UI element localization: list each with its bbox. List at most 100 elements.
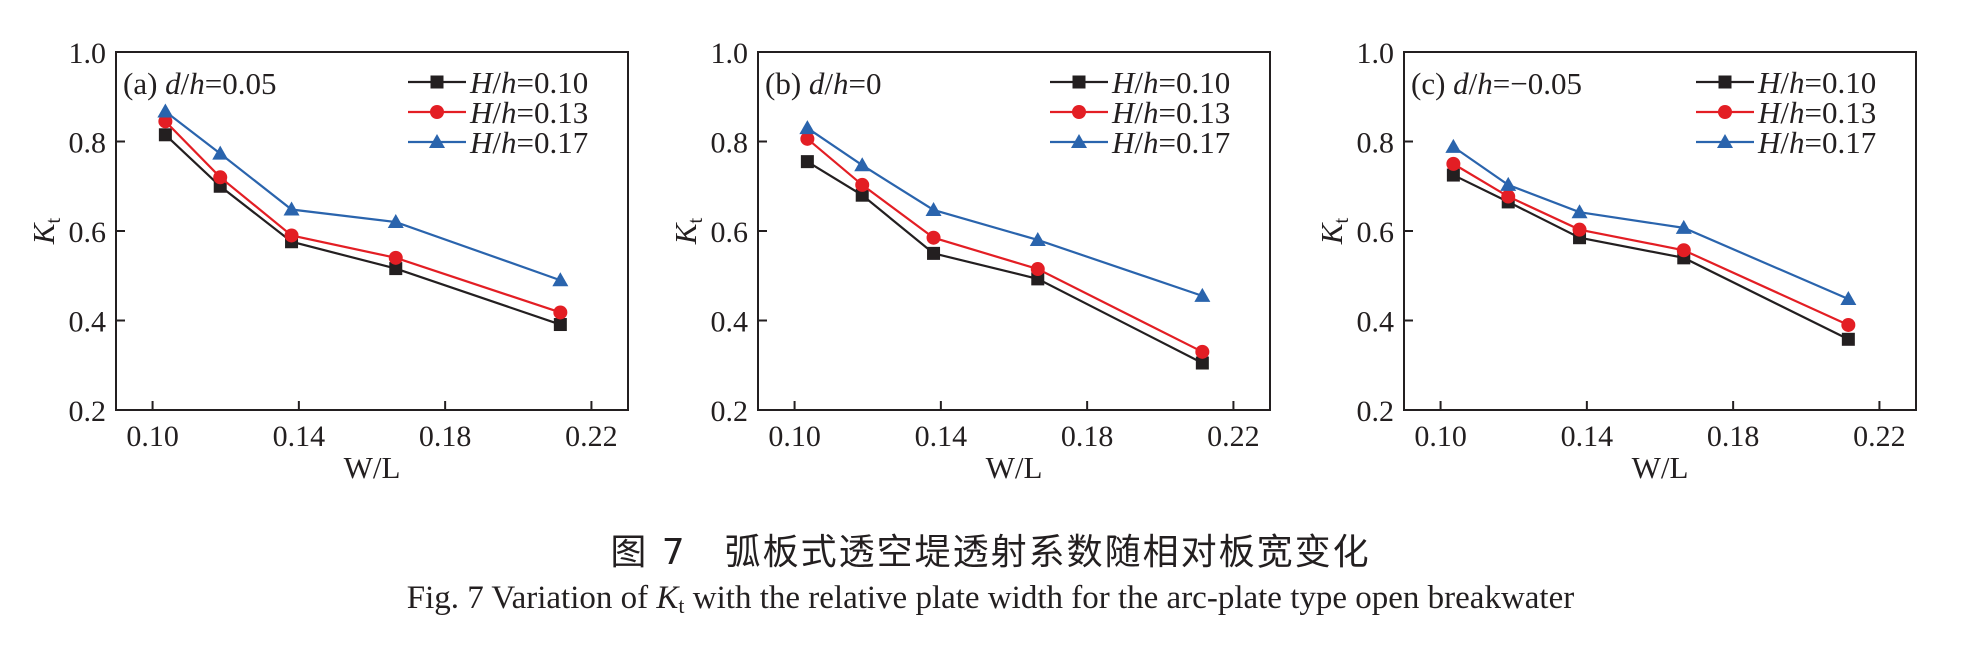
legend: H/h=0.10H/h=0.13H/h=0.17 bbox=[1050, 65, 1230, 160]
series-h-h-0-10 bbox=[800, 155, 1209, 370]
panel-a: 0.2 0.4 0.6 0.8 1.0 0.10 0.14 0.18 0.22 W/L Kt (a) … bbox=[26, 37, 629, 485]
y-axis-label: Kt bbox=[1314, 218, 1353, 246]
data-point bbox=[799, 120, 816, 135]
x-tick-label: 0.10 bbox=[768, 420, 821, 453]
data-point bbox=[1841, 332, 1855, 346]
data-point bbox=[1501, 189, 1516, 204]
data-point bbox=[926, 230, 941, 245]
y-tick-label: 0.6 bbox=[1357, 216, 1395, 249]
data-point bbox=[552, 272, 569, 287]
legend-marker bbox=[430, 75, 444, 89]
panel-label: (c) d/h=−0.05 bbox=[1411, 66, 1582, 101]
y-tick-label: 1.0 bbox=[711, 37, 749, 70]
y-axis-label: Kt bbox=[668, 218, 707, 246]
data-point bbox=[553, 318, 567, 332]
series-line bbox=[1452, 145, 1849, 301]
legend-label: H/h=0.17 bbox=[1757, 125, 1876, 160]
data-point bbox=[158, 114, 173, 129]
y-tick-label: 0.2 bbox=[69, 395, 107, 428]
data-point bbox=[284, 228, 299, 243]
data-point bbox=[854, 157, 871, 172]
data-point bbox=[1446, 168, 1460, 182]
panel-c: 0.2 0.4 0.6 0.8 1.0 0.10 0.14 0.18 0.22 W/L Kt (c) … bbox=[1314, 37, 1917, 485]
x-tick-label: 0.18 bbox=[1061, 420, 1114, 453]
legend-label: H/h=0.10 bbox=[1757, 65, 1876, 100]
legend-marker bbox=[1071, 134, 1087, 148]
x-tick-label: 0.22 bbox=[1853, 420, 1906, 453]
data-point bbox=[1500, 176, 1517, 191]
y-axis-label: Kt bbox=[26, 218, 65, 246]
legend-label: H/h=0.17 bbox=[1111, 125, 1230, 160]
y-tick-label: 0.2 bbox=[711, 395, 749, 428]
series-h-h-0-17 bbox=[157, 103, 569, 287]
legend-label: H/h=0.13 bbox=[1111, 95, 1230, 130]
x-axis-label: W/L bbox=[986, 450, 1043, 485]
legend-marker bbox=[1718, 105, 1732, 119]
legend-marker bbox=[429, 134, 445, 148]
data-point bbox=[1031, 272, 1045, 286]
legend-label: H/h=0.10 bbox=[1111, 65, 1230, 100]
y-tick-label: 0.8 bbox=[711, 127, 749, 160]
data-point bbox=[553, 305, 568, 320]
data-point bbox=[1195, 344, 1210, 359]
panel-label: (b) d/h=0 bbox=[765, 66, 882, 101]
data-point bbox=[1676, 243, 1691, 258]
data-point bbox=[1840, 291, 1857, 306]
legend-marker bbox=[1717, 134, 1733, 148]
y-tick-label: 0.8 bbox=[1357, 127, 1395, 160]
data-point bbox=[925, 201, 942, 216]
legend-label: H/h=0.17 bbox=[469, 125, 588, 160]
series-h-h-0-13 bbox=[1446, 156, 1856, 332]
series-h-h-0-17 bbox=[799, 120, 1211, 302]
data-point bbox=[1029, 231, 1046, 246]
y-tick-label: 0.4 bbox=[69, 306, 107, 339]
x-tick-label: 0.14 bbox=[1561, 420, 1614, 453]
series-h-h-0-13 bbox=[158, 114, 568, 320]
legend-label: H/h=0.13 bbox=[469, 95, 588, 130]
panel-label: (a) d/h=0.05 bbox=[123, 66, 277, 101]
data-point bbox=[1195, 356, 1209, 370]
x-tick-label: 0.10 bbox=[1414, 420, 1467, 453]
data-point bbox=[800, 155, 814, 169]
data-point bbox=[283, 201, 300, 216]
panel-b: 0.2 0.4 0.6 0.8 1.0 0.10 0.14 0.18 0.22 W/L Kt (b) … bbox=[668, 37, 1271, 485]
data-point bbox=[855, 177, 870, 192]
data-point bbox=[1446, 156, 1461, 171]
data-point bbox=[1571, 204, 1588, 219]
data-point bbox=[927, 246, 941, 260]
data-point bbox=[388, 250, 403, 265]
x-tick-label: 0.10 bbox=[126, 420, 179, 453]
y-tick-label: 0.4 bbox=[1357, 306, 1395, 339]
data-point bbox=[800, 131, 815, 146]
x-axis-label: W/L bbox=[344, 450, 401, 485]
data-point bbox=[1675, 219, 1692, 234]
data-point bbox=[1030, 262, 1045, 277]
y-tick-label: 0.4 bbox=[711, 306, 749, 339]
data-point bbox=[387, 214, 404, 229]
series-line bbox=[164, 133, 561, 326]
data-point bbox=[855, 188, 869, 202]
series-h-h-0-13 bbox=[800, 131, 1210, 359]
legend: H/h=0.10H/h=0.13H/h=0.17 bbox=[408, 65, 588, 160]
figure-caption-english: Fig. 7 Variation of Kt with the relative… bbox=[0, 580, 1981, 619]
x-axis-label: W/L bbox=[1632, 450, 1689, 485]
legend: H/h=0.10H/h=0.13H/h=0.17 bbox=[1696, 65, 1876, 160]
legend-marker bbox=[1718, 75, 1732, 89]
data-point bbox=[157, 103, 174, 118]
caption-en-subscript: t bbox=[678, 593, 685, 618]
data-point bbox=[389, 262, 403, 276]
y-tick-label: 1.0 bbox=[69, 37, 107, 70]
caption-en-suffix: with the relative plate width for the ar… bbox=[684, 580, 1575, 616]
legend-marker bbox=[1072, 75, 1086, 89]
x-tick-label: 0.14 bbox=[273, 420, 326, 453]
data-point bbox=[1841, 317, 1856, 332]
legend-label: H/h=0.10 bbox=[469, 65, 588, 100]
y-tick-label: 0.8 bbox=[69, 127, 107, 160]
y-tick-label: 0.2 bbox=[1357, 395, 1395, 428]
x-tick-label: 0.14 bbox=[915, 420, 968, 453]
data-point bbox=[158, 128, 172, 142]
data-point bbox=[1445, 138, 1462, 153]
y-tick-label: 0.6 bbox=[69, 216, 107, 249]
caption-en-prefix: Fig. 7 Variation of bbox=[406, 580, 657, 616]
